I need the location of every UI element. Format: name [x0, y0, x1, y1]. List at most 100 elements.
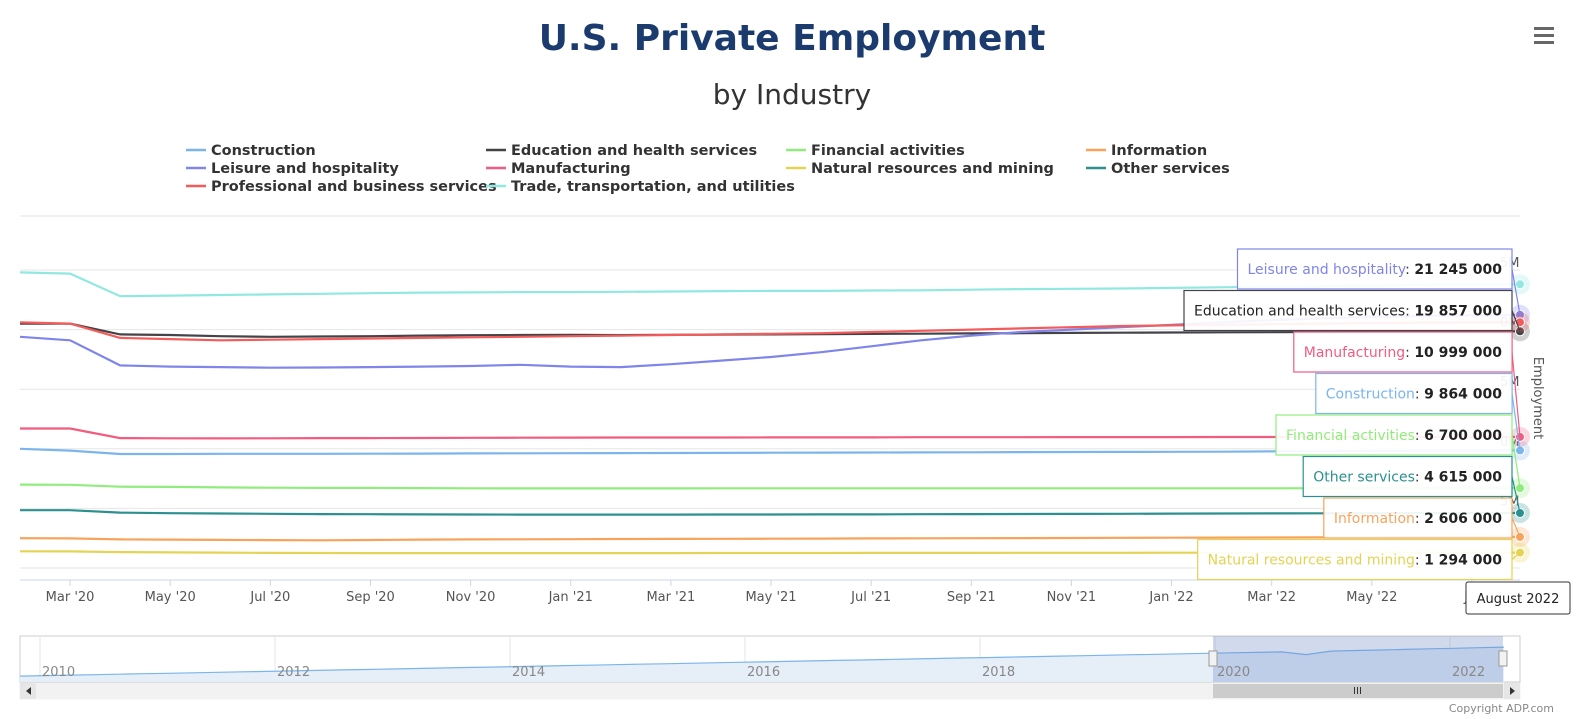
x-tick-label: Jan '21 — [548, 590, 593, 605]
tooltip-value: 4 615 000 — [1424, 470, 1502, 486]
tooltip-text: Leisure and hospitality: 21 245 000 — [1248, 262, 1503, 278]
tooltip-text: Information: 2 606 000 — [1334, 511, 1502, 527]
tooltip-connector — [1511, 310, 1521, 332]
x-tick-label: Jan '22 — [1148, 590, 1193, 605]
tooltip-frame — [1293, 331, 1513, 373]
legend-item[interactable]: Trade, transportation, and utilities — [486, 179, 795, 195]
tooltip-series-name: Manufacturing — [1304, 345, 1405, 361]
series-line[interactable] — [20, 427, 1522, 440]
legend-item[interactable]: Construction — [186, 143, 316, 159]
tooltip-text: Financial activities: 6 700 000 — [1286, 428, 1502, 444]
x-axis-ticks: Mar '20 May '20 Jul '20 Sep '20 Nov '20 Jan '… — [46, 580, 1480, 605]
tooltip-value: 1 294 000 — [1424, 553, 1502, 569]
tooltip-separator: : — [1405, 262, 1414, 278]
tooltip-series-name: Construction — [1326, 387, 1415, 403]
tooltip-separator: : — [1415, 553, 1424, 569]
tooltip-separator: : — [1405, 345, 1414, 361]
series-line[interactable] — [19, 447, 1523, 456]
x-tick-label: Mar '20 — [46, 590, 95, 605]
tooltip-separator: : — [1405, 304, 1414, 320]
tooltip-separator: : — [1415, 387, 1424, 403]
x-tick-label: May '21 — [745, 590, 796, 605]
navigator-year-label: 2016 — [747, 665, 780, 680]
navigator[interactable]: 2010 2012 2014 2016 2018 2020 2022 — [19, 635, 1521, 683]
legend-label: Construction — [211, 143, 316, 159]
tooltip-series-name: Financial activities — [1286, 428, 1415, 444]
tooltips: Leisure and hospitality: 21 245 000 Educa… — [1183, 248, 1521, 581]
legend-label: Financial activities — [811, 143, 965, 159]
legend-item[interactable]: Leisure and hospitality — [186, 161, 399, 177]
tooltip-connector — [1511, 517, 1521, 538]
navigator-selected-range[interactable] — [1213, 636, 1503, 682]
tooltip-separator: : — [1415, 470, 1424, 486]
tooltip-value: 2 606 000 — [1424, 511, 1502, 527]
x-tick-label: Jul '20 — [249, 590, 290, 605]
x-tick-label: Sep '21 — [947, 590, 996, 605]
tooltip-connector — [1511, 476, 1521, 514]
credits[interactable]: Copyright ADP.com — [1449, 702, 1554, 715]
tooltip-value: 19 857 000 — [1414, 304, 1502, 320]
tooltip-box: Manufacturing: 10 999 000 — [1293, 331, 1521, 437]
legend-label: Leisure and hospitality — [211, 161, 399, 177]
navigator-year-labels: 2010 2012 2014 2016 2018 2020 2022 — [42, 665, 1485, 680]
legend-item[interactable]: Manufacturing — [486, 161, 631, 177]
navigator-handle-left[interactable] — [1208, 650, 1218, 667]
series-line[interactable] — [19, 483, 1522, 490]
legend-label: Manufacturing — [511, 161, 631, 177]
chart-subtitle: by Industry — [713, 78, 871, 111]
tooltip-connector — [1511, 552, 1521, 560]
tooltip-value: 9 864 000 — [1424, 387, 1502, 403]
scrollbar-grip-icon — [1354, 687, 1361, 694]
legend-label: Trade, transportation, and utilities — [511, 179, 795, 195]
legend: Construction Education and health service… — [186, 143, 1230, 195]
tooltip-series-name: Education and health services — [1194, 304, 1405, 320]
tooltip-separator: : — [1415, 511, 1424, 527]
legend-item[interactable]: Financial activities — [786, 143, 965, 159]
x-tick-label: Nov '20 — [446, 590, 496, 605]
legend-item[interactable]: Natural resources and mining — [786, 161, 1054, 177]
x-tick-label: Sep '20 — [346, 590, 395, 605]
hover-date-text: August 2022 — [1477, 592, 1560, 607]
navigator-area — [20, 647, 1504, 682]
tooltip-series-name: Other services — [1313, 470, 1415, 486]
tooltip-box: Financial activities: 6 700 000 — [1275, 414, 1521, 489]
tooltip-box: Construction: 9 864 000 — [1315, 372, 1521, 451]
tooltip-box: Education and health services: 19 857 00… — [1183, 289, 1521, 332]
hamburger-menu-icon[interactable] — [1528, 22, 1560, 50]
navigator-handle-right[interactable] — [1498, 650, 1508, 667]
tooltip-value: 6 700 000 — [1424, 428, 1502, 444]
legend-label: Natural resources and mining — [811, 161, 1054, 177]
hover-point[interactable] — [1515, 279, 1525, 290]
navigator-year-label: 2010 — [42, 665, 75, 680]
series-line[interactable] — [19, 535, 1523, 542]
tooltip-frame — [1183, 289, 1513, 332]
legend-label: Other services — [1111, 161, 1230, 177]
x-tick-label: Jul '21 — [850, 590, 891, 605]
legend-label: Information — [1111, 143, 1207, 159]
y-axis-title: Employment — [1530, 357, 1545, 439]
series-line[interactable] — [20, 509, 1522, 516]
x-tick-label: May '20 — [145, 590, 196, 605]
tooltip-series-name: Information — [1334, 511, 1415, 527]
scroll-left-arrow-icon — [26, 687, 31, 695]
tooltip-text: Manufacturing: 10 999 000 — [1304, 345, 1502, 361]
legend-item[interactable]: Other services — [1086, 161, 1230, 177]
chart-title: U.S. Private Employment — [539, 18, 1046, 59]
hover-point[interactable] — [1515, 531, 1525, 542]
legend-item[interactable]: Professional and business services — [186, 179, 497, 195]
legend-item[interactable]: Education and health services — [486, 143, 757, 159]
tooltip-separator: : — [1415, 428, 1424, 444]
tooltip-series-name: Leisure and hospitality — [1248, 262, 1406, 278]
tooltip-box: Natural resources and mining: 1 294 000 — [1197, 538, 1521, 581]
tooltip-value: 21 245 000 — [1414, 262, 1502, 278]
hover-point[interactable] — [1515, 445, 1525, 456]
tooltip-frame — [1315, 372, 1513, 415]
x-tick-label: Nov '21 — [1047, 590, 1097, 605]
legend-item[interactable]: Information — [1086, 143, 1207, 159]
tooltip-frame — [1302, 455, 1513, 498]
scrollbar[interactable] — [19, 682, 1521, 700]
x-tick-label: May '22 — [1346, 590, 1397, 605]
hover-point[interactable] — [1515, 483, 1525, 494]
tooltip-text: Other services: 4 615 000 — [1313, 470, 1502, 486]
